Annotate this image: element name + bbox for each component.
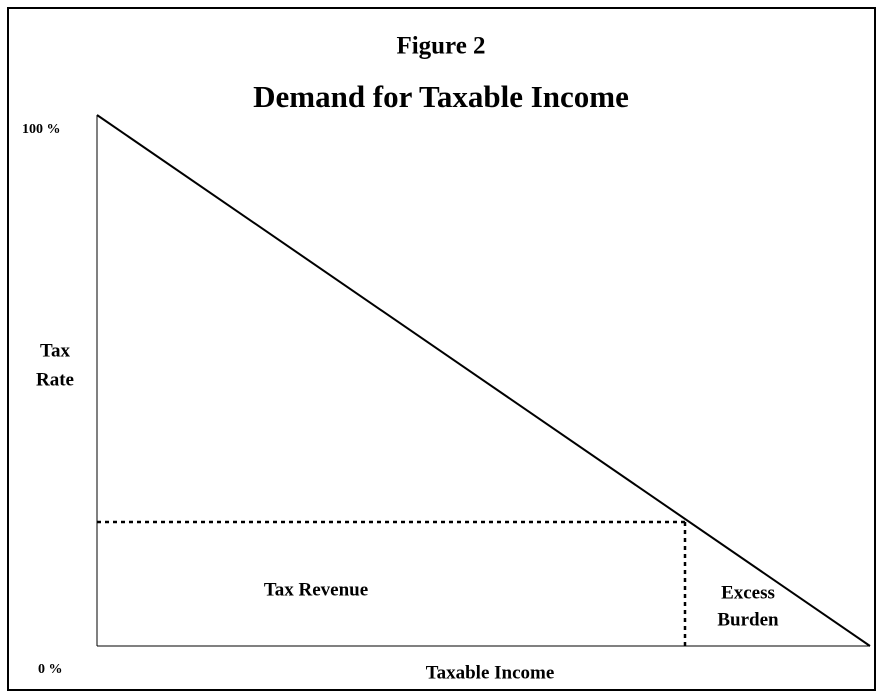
x-axis-label: Taxable Income: [426, 662, 555, 683]
y-axis-label: Rate: [36, 369, 74, 390]
y-top-label: 100 %: [22, 122, 61, 137]
title: Demand for Taxable Income: [253, 79, 629, 114]
excess-label: Burden: [717, 609, 779, 630]
demand-curve: [96, 114, 871, 647]
excess-label: Excess: [721, 582, 775, 603]
figure-label: Figure 2: [396, 33, 485, 60]
y-axis-label: Tax: [40, 340, 70, 361]
revenue-label: Tax Revenue: [264, 579, 368, 600]
y-bottom-label: 0 %: [38, 662, 63, 677]
frame: [7, 7, 876, 691]
